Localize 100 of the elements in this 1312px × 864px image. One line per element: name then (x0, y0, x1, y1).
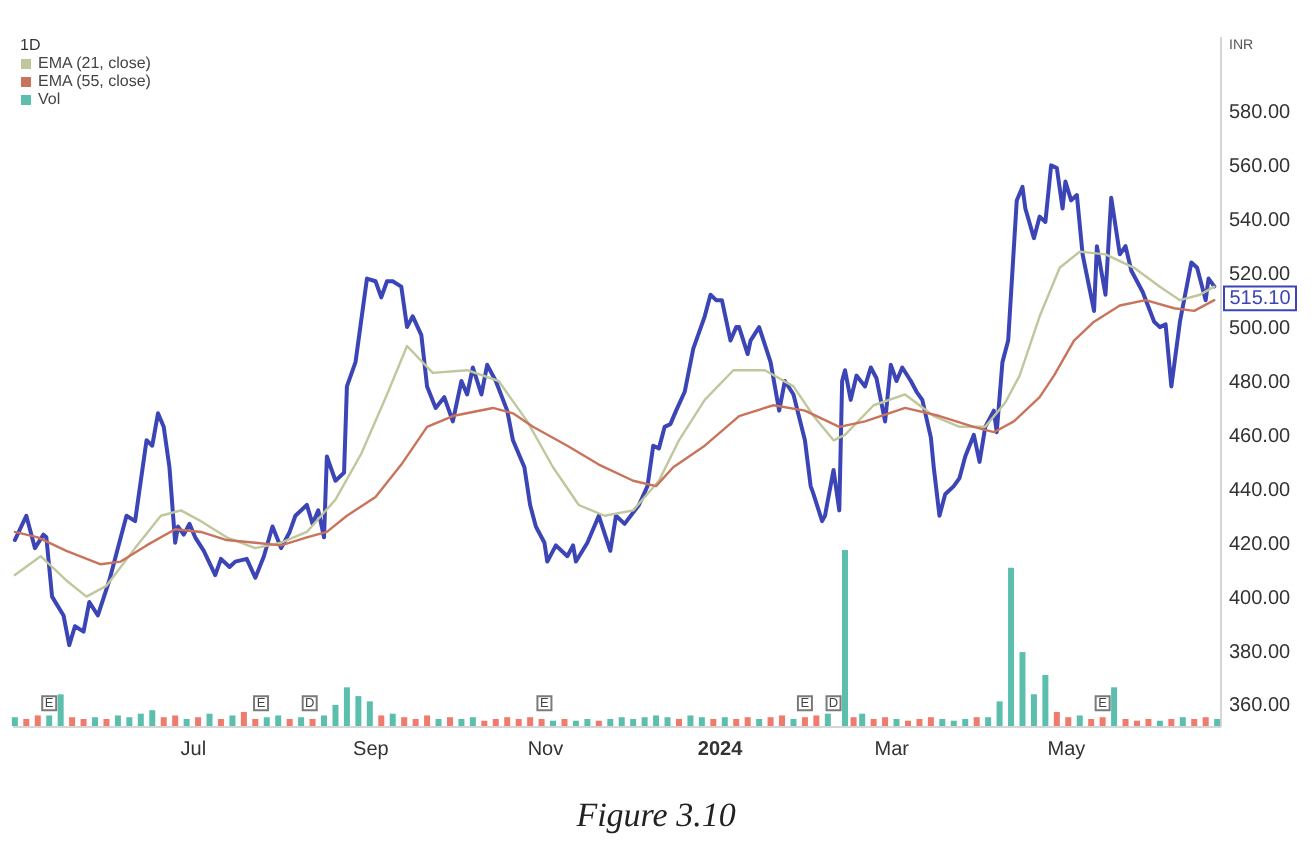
bar (366, 701, 373, 726)
bar (321, 715, 328, 726)
bar (927, 717, 934, 726)
bar (527, 717, 534, 726)
caption: Figure 3.10 (574, 796, 737, 834)
y-tick-label: 420.00 (1229, 533, 1292, 556)
bar (80, 718, 87, 726)
bar (996, 701, 1003, 726)
bar (538, 718, 545, 726)
bar (11, 717, 18, 726)
x-tick-label: Sep (353, 739, 390, 761)
bar (939, 718, 946, 726)
bar (401, 717, 408, 726)
bar (492, 718, 499, 726)
bar (286, 718, 293, 726)
bar (962, 718, 969, 726)
y-tick-label: 560.00 (1229, 156, 1292, 179)
bar (779, 715, 786, 726)
bar (1145, 718, 1152, 726)
bar (1202, 717, 1209, 726)
bar (675, 718, 682, 726)
y-tick-label: 480.00 (1229, 372, 1292, 394)
bar (1008, 567, 1015, 726)
bar (1179, 717, 1186, 726)
x-tick-label: 2024 (697, 739, 744, 761)
chart-title: 1D (20, 36, 41, 54)
bar (481, 720, 488, 726)
bar (767, 717, 774, 726)
bar (424, 715, 431, 726)
bar (733, 718, 740, 726)
bar (790, 718, 797, 726)
y-tick-label: 360.00 (1229, 695, 1292, 718)
annotation: 515.10 (1229, 288, 1292, 311)
bar (595, 720, 602, 726)
y-tick-label: 460.00 (1229, 425, 1292, 448)
bar (298, 717, 305, 726)
x-tick-label: May (1047, 739, 1086, 761)
y-tick-label: 580.00 (1229, 102, 1292, 125)
y-tick-label: 440.00 (1229, 479, 1292, 502)
y-tick-label: 500.00 (1229, 318, 1292, 341)
x-tick-label: Mar (874, 739, 911, 761)
bar (607, 718, 614, 726)
bar (515, 718, 522, 726)
bar (1065, 717, 1072, 726)
bar (1042, 674, 1049, 726)
bar (92, 717, 99, 726)
bar (916, 718, 923, 726)
bar (721, 717, 728, 726)
bar (458, 718, 465, 726)
bar (149, 710, 156, 726)
bar (973, 717, 980, 726)
bar (1019, 652, 1026, 726)
bar (572, 720, 579, 726)
bar (126, 717, 133, 726)
bar (57, 694, 64, 726)
bar (34, 715, 41, 726)
bar (263, 717, 270, 726)
bar (252, 718, 259, 726)
bar (1088, 718, 1095, 726)
legend-label: Vol (38, 90, 61, 108)
bar (641, 717, 648, 726)
bar (664, 717, 671, 726)
bar (950, 720, 957, 726)
bar (1030, 694, 1037, 726)
bar (824, 713, 831, 726)
bar (744, 717, 751, 726)
bar (309, 718, 316, 726)
bar (850, 717, 857, 726)
bar (195, 717, 202, 726)
legend-label: EMA (55, close) (38, 72, 152, 90)
bar (904, 720, 911, 726)
bar (1076, 715, 1083, 726)
bar (1133, 720, 1140, 726)
bar (275, 715, 282, 726)
bar (842, 550, 848, 726)
bar (618, 717, 625, 726)
y-tick-label: 540.00 (1229, 210, 1292, 233)
bar (355, 696, 362, 726)
bar (103, 718, 110, 726)
bar (1053, 711, 1060, 726)
bar (698, 717, 705, 726)
bar (550, 720, 557, 726)
x-tick-label: Nov (527, 739, 564, 761)
bar (630, 718, 637, 726)
bar (378, 715, 385, 726)
bar (446, 717, 453, 726)
bar (504, 717, 511, 726)
bar (343, 687, 350, 726)
bar (687, 715, 694, 726)
bar (217, 718, 224, 726)
bar (801, 717, 808, 726)
y-tick-label: 520.00 (1229, 264, 1292, 287)
bar (1122, 718, 1129, 726)
bar (469, 717, 476, 726)
bar (859, 713, 866, 726)
bar (389, 713, 396, 726)
bar (23, 718, 30, 726)
y-tick-label: 400.00 (1229, 587, 1292, 610)
bar (46, 715, 53, 726)
bar (240, 711, 247, 726)
